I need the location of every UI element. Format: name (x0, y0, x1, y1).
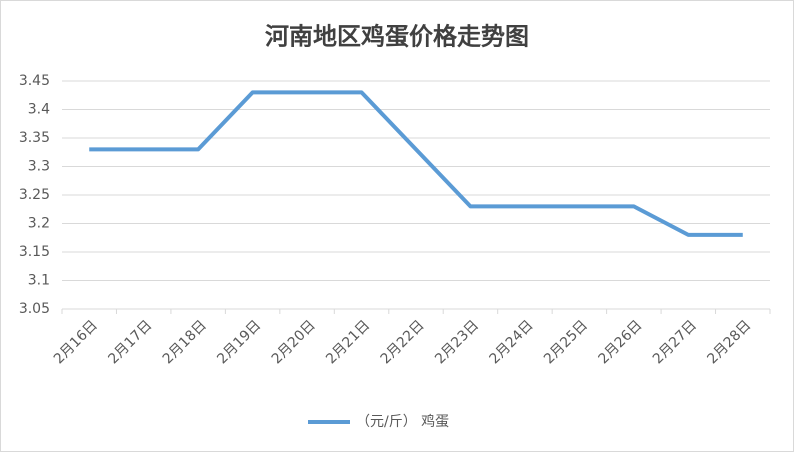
y-tick-label: 3.1 (28, 273, 50, 289)
y-tick-label: 3.05 (19, 301, 50, 317)
legend-label: （元/斤） 鸡蛋 (356, 413, 449, 430)
y-tick-label: 3.35 (19, 130, 50, 146)
y-tick-label: 3.4 (28, 102, 50, 118)
y-tick-label: 3.45 (19, 73, 50, 89)
data-line (89, 90, 743, 237)
y-tick-label: 3.2 (28, 216, 50, 232)
y-tick-label: 3.3 (28, 159, 50, 175)
y-tick-label: 3.15 (19, 244, 50, 260)
y-tick-label: 3.25 (19, 187, 50, 203)
chart-title: 河南地区鸡蛋价格走势图 (265, 22, 529, 51)
